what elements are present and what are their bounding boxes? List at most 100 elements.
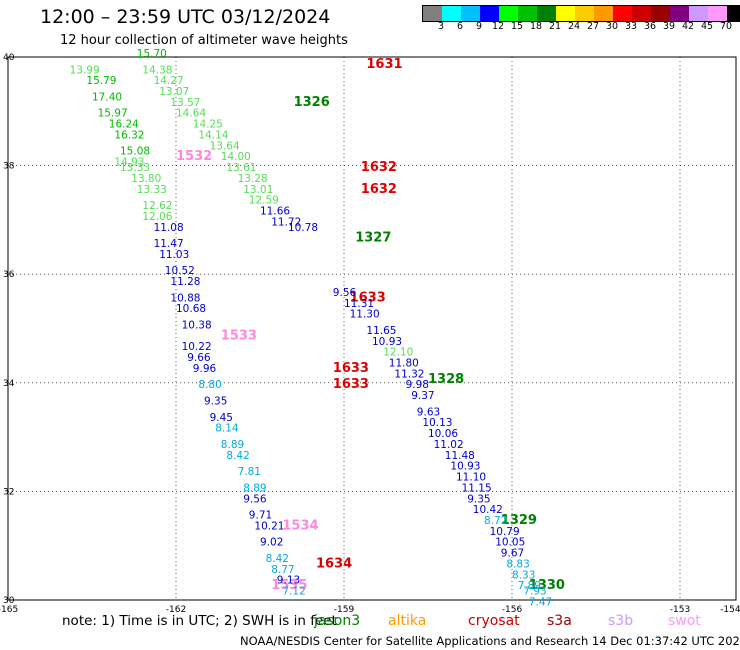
wave-height-label: 11.02 bbox=[434, 439, 464, 451]
pass-time-label-cryosat: 1633 bbox=[350, 290, 386, 305]
color-scale-label: 3 bbox=[437, 21, 445, 32]
pass-time-label-jason3: 1330 bbox=[529, 578, 565, 593]
wave-height-label: 9.37 bbox=[411, 390, 434, 402]
y-tick-label: 36 bbox=[3, 270, 15, 280]
color-scale-label: 30 bbox=[605, 21, 619, 32]
wave-height-label: 11.32 bbox=[394, 368, 424, 380]
wave-height-label: 11.08 bbox=[154, 222, 184, 234]
x-tick-label: -154 bbox=[720, 605, 740, 615]
wave-height-label: 12.10 bbox=[383, 347, 413, 359]
wave-height-label: 14.25 bbox=[193, 119, 223, 131]
color-scale bbox=[422, 5, 740, 22]
color-swatch bbox=[556, 6, 575, 21]
legend-cryosat: cryosat bbox=[468, 613, 520, 629]
color-scale-label: 70 bbox=[719, 21, 733, 32]
x-tick-label: -165 bbox=[0, 605, 18, 615]
color-scale-label: 27 bbox=[586, 21, 600, 32]
wave-height-label: 8.33 bbox=[512, 569, 535, 581]
wave-height-label: 9.98 bbox=[406, 379, 429, 391]
wave-height-label: 14.27 bbox=[154, 75, 184, 87]
wave-height-label: 13.01 bbox=[243, 184, 273, 196]
color-swatch bbox=[461, 6, 480, 21]
y-tick-label: 32 bbox=[3, 487, 14, 497]
wave-height-label: 16.24 bbox=[109, 119, 139, 131]
wave-height-label: 8.42 bbox=[266, 553, 289, 565]
wave-height-label: 9.13 bbox=[277, 575, 300, 587]
wave-height-label: 8.89 bbox=[243, 482, 266, 494]
wave-height-label: 15.70 bbox=[137, 48, 167, 60]
wave-height-label: 9.66 bbox=[187, 352, 211, 364]
wave-height-label: 8.72 bbox=[484, 515, 507, 527]
color-scale-label: 21 bbox=[548, 21, 562, 32]
wave-height-label: 10.05 bbox=[495, 537, 525, 549]
color-swatch bbox=[499, 6, 518, 21]
pass-time-label-swot: 1534 bbox=[282, 518, 318, 533]
wave-height-label: 9.02 bbox=[260, 537, 283, 549]
page-title: 12:00 – 23:59 UTC 03/12/2024 bbox=[40, 6, 331, 28]
pass-time-label-cryosat: 1632 bbox=[361, 182, 397, 197]
wave-height-label: 11.31 bbox=[344, 298, 374, 310]
color-swatch bbox=[613, 6, 632, 21]
wave-height-label: 9.56 bbox=[333, 287, 357, 299]
pass-time-label-swot: 1535 bbox=[271, 578, 307, 593]
legend-s3b: s3b bbox=[608, 613, 634, 629]
wave-height-label: 11.28 bbox=[170, 276, 200, 288]
footer-credit: NOAA/NESDIS Center for Satellite Applica… bbox=[240, 634, 740, 648]
color-swatch bbox=[518, 6, 537, 21]
color-scale-label: 39 bbox=[662, 21, 676, 32]
wave-height-label: 11.15 bbox=[462, 482, 492, 494]
wave-height-label: 7.47 bbox=[529, 596, 552, 608]
wave-height-label: 9.35 bbox=[204, 396, 227, 408]
color-scale-label: 6 bbox=[456, 21, 464, 32]
wave-height-label: 9.63 bbox=[417, 406, 440, 418]
wave-height-label: 10.21 bbox=[254, 520, 284, 532]
wave-height-label: 10.88 bbox=[170, 292, 200, 304]
wave-height-label: 12.59 bbox=[249, 195, 279, 207]
color-swatch bbox=[575, 6, 594, 21]
x-tick-label: -153 bbox=[670, 605, 690, 615]
pass-time-label-cryosat: 1634 bbox=[316, 556, 352, 571]
wave-height-label: 15.97 bbox=[98, 108, 128, 120]
wave-height-label: 7.89 bbox=[518, 580, 541, 592]
color-scale-label: 18 bbox=[529, 21, 543, 32]
legend-jason3: jason3 bbox=[314, 613, 361, 629]
color-swatch bbox=[442, 6, 461, 21]
color-swatch bbox=[537, 6, 556, 21]
wave-height-label: 14.64 bbox=[176, 108, 206, 120]
color-swatch bbox=[651, 6, 670, 21]
wave-height-label: 11.48 bbox=[445, 450, 475, 462]
wave-height-label: 14.38 bbox=[142, 64, 172, 76]
page-subtitle: 12 hour collection of altimeter wave hei… bbox=[60, 33, 348, 48]
wave-height-label: 11.72 bbox=[271, 216, 301, 228]
color-scale-label: 12 bbox=[491, 21, 505, 32]
wave-height-label: 9.56 bbox=[243, 493, 267, 505]
color-scale-label: 24 bbox=[567, 21, 581, 32]
color-scale-label: 15 bbox=[510, 21, 524, 32]
wave-height-label: 8.80 bbox=[198, 379, 221, 391]
color-swatch bbox=[708, 6, 727, 21]
legend-s3a: s3a bbox=[547, 613, 572, 629]
wave-height-label: 11.10 bbox=[456, 472, 486, 484]
wave-height-label: 11.65 bbox=[366, 325, 396, 337]
wave-height-label: 13.99 bbox=[70, 64, 100, 76]
wave-height-label: 8.77 bbox=[271, 564, 294, 576]
legend-altika: altika bbox=[388, 613, 427, 629]
wave-height-label: 7.12 bbox=[282, 586, 305, 598]
color-swatch bbox=[727, 6, 740, 21]
wave-height-label: 11.47 bbox=[154, 238, 184, 250]
wave-height-label: 13.33 bbox=[137, 184, 167, 196]
wave-height-label: 10.22 bbox=[182, 341, 212, 353]
wave-height-label: 8.42 bbox=[226, 450, 249, 462]
pass-time-label-cryosat: 1633 bbox=[333, 377, 369, 392]
wave-height-label: 9.35 bbox=[467, 493, 490, 505]
pass-time-label-jason3: 1328 bbox=[428, 372, 464, 387]
x-tick-label: -156 bbox=[502, 605, 523, 615]
footer-note: note: 1) Time is in UTC; 2) SWH is in fe… bbox=[62, 613, 337, 629]
pass-time-label-jason3: 1326 bbox=[294, 95, 330, 110]
wave-height-label: 7.81 bbox=[238, 466, 261, 478]
color-scale-label: 42 bbox=[681, 21, 695, 32]
wave-height-label: 10.93 bbox=[372, 336, 402, 348]
x-tick-label: -159 bbox=[334, 605, 355, 615]
wave-height-label: 16.32 bbox=[114, 129, 144, 141]
